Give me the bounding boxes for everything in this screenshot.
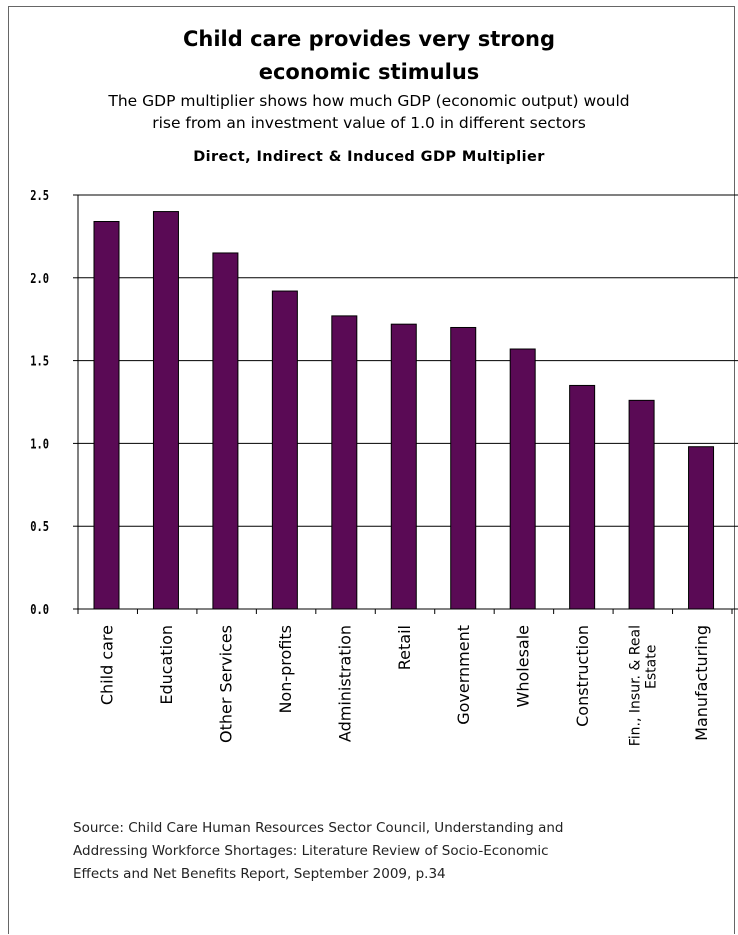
- y-tick-label: 0.0: [30, 602, 49, 617]
- x-tick-label: Retail: [395, 625, 414, 670]
- x-tick-label-line: Government: [454, 625, 473, 725]
- x-tick-label-line: Wholesale: [514, 625, 533, 707]
- page-title-line-1: Child care provides very strong: [182, 27, 555, 51]
- x-tick-label: Fin., Insur. & Real Estate: [628, 625, 660, 746]
- x-tick-label-line: Education: [157, 625, 176, 705]
- x-tick-label: Non-profits: [276, 625, 295, 714]
- bar-other-services: [212, 252, 239, 610]
- y-tick-label: 1.5: [30, 353, 49, 368]
- subtitle-line-2: rise from an investment value of 1.0 in …: [152, 114, 586, 132]
- bar-retail: [390, 323, 417, 610]
- x-tick-label: Administration: [335, 625, 354, 742]
- x-tick-label-line: Administration: [335, 625, 354, 742]
- y-tick-label: 2.5: [30, 188, 49, 203]
- x-tick-label-line: Estate: [644, 645, 660, 689]
- subtitle-line-1: The GDP multiplier shows how much GDP (e…: [108, 92, 630, 110]
- source-line-2: Addressing Workforce Shortages: Literatu…: [73, 843, 549, 859]
- bar-construction: [569, 384, 596, 610]
- bar-government: [450, 326, 477, 610]
- bar-child-care: [93, 220, 120, 610]
- bar-manufacturing: [688, 446, 715, 610]
- chart-frame: [8, 6, 735, 934]
- source-line-1: Source: Child Care Human Resources Secto…: [73, 820, 564, 836]
- x-tick-label: Construction: [573, 625, 592, 727]
- x-tick-label: Other Services: [216, 625, 235, 743]
- x-tick-label: Education: [157, 625, 176, 705]
- bar-wholesale: [509, 348, 536, 610]
- y-tick-label: 2.0: [30, 271, 49, 286]
- bar-non-profits: [271, 290, 298, 610]
- bar-administration: [331, 315, 358, 610]
- x-tick-label: Child care: [98, 625, 117, 705]
- x-tick-label-line: Fin., Insur. & Real: [628, 625, 644, 746]
- bar-education: [152, 211, 179, 610]
- y-tick-label: 0.5: [30, 519, 49, 534]
- x-tick-label-line: Non-profits: [276, 625, 295, 714]
- source-note: Source: Child Care Human Resources Secto…: [73, 817, 723, 886]
- chart-title: Direct, Indirect & Induced GDP Multiplie…: [193, 149, 545, 165]
- source-line-3: Effects and Net Benefits Report, Septemb…: [73, 866, 446, 882]
- x-tick-label-line: Manufacturing: [692, 625, 711, 741]
- x-tick-label: Wholesale: [514, 625, 533, 707]
- y-tick-label: 1.0: [30, 436, 49, 451]
- x-tick-label-line: Retail: [395, 625, 414, 670]
- x-tick-label-line: Other Services: [216, 625, 235, 743]
- bar-fin-insur-real-estate: [628, 399, 655, 610]
- x-tick-label-line: Child care: [98, 625, 117, 705]
- page-title-line-2: economic stimulus: [258, 60, 480, 84]
- x-tick-label: Manufacturing: [692, 625, 711, 741]
- x-tick-label-line: Construction: [573, 625, 592, 727]
- x-tick-label: Government: [454, 625, 473, 725]
